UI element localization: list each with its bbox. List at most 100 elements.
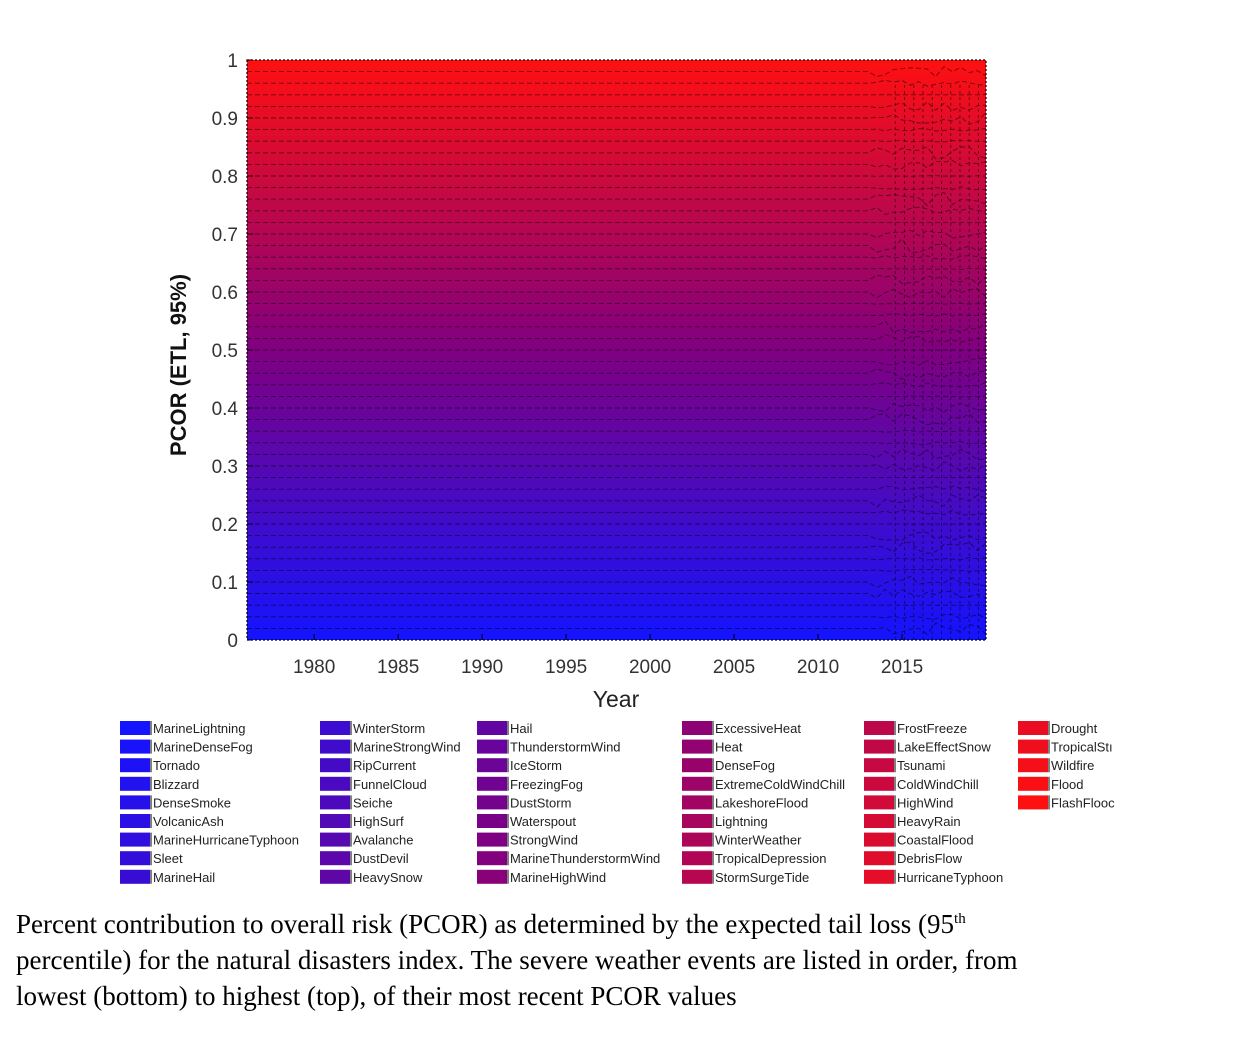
series-boundary-line bbox=[247, 267, 987, 270]
caption-superscript: th bbox=[954, 911, 966, 927]
x-tick-label: 2015 bbox=[881, 657, 923, 678]
legend-swatch bbox=[864, 776, 894, 791]
caption-line-3: lowest (bottom) to highest (top), of the… bbox=[16, 981, 737, 1011]
legend-label: StormSurgeTide bbox=[715, 870, 809, 885]
legend-label: Seiche bbox=[353, 795, 393, 810]
legend-swatch bbox=[864, 721, 894, 735]
legend-label: Sleet bbox=[153, 851, 183, 866]
y-tick-label: 0.2 bbox=[212, 515, 238, 536]
legend-label: FrostFreeze bbox=[897, 721, 967, 736]
legend-swatch bbox=[477, 869, 507, 884]
series-boundary-line bbox=[247, 146, 987, 160]
legend-label: ExtremeColdWindChill bbox=[715, 777, 845, 792]
legend-swatch bbox=[864, 814, 894, 828]
y-tick-label: 0.6 bbox=[212, 283, 238, 304]
legend-label: DenseSmoke bbox=[153, 795, 231, 810]
legend-swatch bbox=[864, 795, 894, 810]
caption-line-2: percentile) for the natural disasters in… bbox=[16, 945, 1018, 975]
y-tick-label: 0.7 bbox=[212, 225, 238, 246]
legend-swatch bbox=[682, 721, 712, 735]
legend-label: MarineHail bbox=[153, 870, 215, 885]
y-axis: 0 0.1 0.2 0.3 0.4 0.5 0.6 0.7 0.8 0.9 1 bbox=[212, 51, 253, 652]
legend-swatch bbox=[320, 832, 350, 847]
legend-label: DustDevil bbox=[353, 851, 409, 866]
legend-swatch bbox=[1018, 758, 1048, 773]
series-boundary-line bbox=[247, 557, 987, 561]
y-tick-label: 0.9 bbox=[212, 109, 238, 130]
legend-label: MarineStrongWind bbox=[353, 740, 461, 755]
series-boundary-line bbox=[247, 588, 987, 599]
y-tick-label: 1 bbox=[227, 51, 238, 72]
x-tick-label: 1990 bbox=[461, 657, 503, 678]
legend-label: HurricaneTyphoon bbox=[897, 870, 1003, 885]
legend-swatch bbox=[682, 869, 712, 884]
legend-label: MarineDenseFog bbox=[153, 740, 253, 755]
x-tick-label: 1985 bbox=[377, 657, 419, 678]
series-boundary-line bbox=[247, 485, 987, 493]
legend-swatch bbox=[864, 739, 894, 754]
legend-label: FunnelCloud bbox=[353, 777, 427, 792]
pcor-area-chart: 00.10.20.30.40.50.60.70.80.91 1980 1985 19… bbox=[120, 51, 1115, 885]
legend-label: Waterspout bbox=[510, 814, 576, 829]
series-boundary-line bbox=[247, 288, 987, 299]
legend-swatch bbox=[120, 869, 150, 884]
series-boundary-line bbox=[247, 430, 987, 433]
x-axis-title: Year bbox=[593, 686, 640, 712]
series-boundary-line bbox=[247, 568, 987, 572]
series-boundary-line bbox=[247, 613, 987, 620]
series-boundary-line bbox=[247, 461, 987, 472]
legend-swatch bbox=[682, 758, 712, 773]
legend-label: Wildfire bbox=[1051, 758, 1094, 773]
legend-swatch bbox=[477, 721, 507, 735]
legend-label: ColdWindChill bbox=[897, 777, 979, 792]
legend-label: ExcessiveHeat bbox=[715, 721, 801, 736]
legend-label: HighWind bbox=[897, 795, 953, 810]
legend-swatch bbox=[477, 814, 507, 828]
series-boundary-line bbox=[247, 206, 987, 215]
legend-label: Tornado bbox=[153, 758, 200, 773]
legend-swatch bbox=[320, 869, 350, 884]
series-boundary-line bbox=[247, 509, 987, 516]
legend-swatch bbox=[120, 851, 150, 866]
legend-label: HeavySnow bbox=[353, 870, 423, 885]
series-boundary-line bbox=[247, 395, 987, 398]
legend-swatch bbox=[682, 832, 712, 847]
legend-swatch bbox=[864, 832, 894, 847]
legend-swatch bbox=[477, 776, 507, 791]
legend-label: Tsunami bbox=[897, 758, 946, 773]
legend-label: MarineHighWind bbox=[510, 870, 606, 885]
y-tick-label: 0.4 bbox=[212, 399, 239, 420]
legend-label: Blizzard bbox=[153, 777, 199, 792]
legend-swatch bbox=[320, 721, 350, 735]
legend-label: LakeEffectSnow bbox=[897, 740, 991, 755]
legend-label: Hail bbox=[510, 721, 533, 736]
legend-swatch bbox=[120, 795, 150, 810]
series-boundary-line bbox=[247, 622, 987, 635]
legend-swatch bbox=[864, 851, 894, 866]
legend-swatch bbox=[320, 776, 350, 791]
legend-label: MarineThunderstormWind bbox=[510, 851, 660, 866]
legend-label: CoastalFlood bbox=[897, 833, 974, 848]
legend-label: Drought bbox=[1051, 721, 1098, 736]
series-boundary-line bbox=[247, 402, 987, 413]
legend-swatch bbox=[120, 758, 150, 773]
legend-swatch bbox=[120, 721, 150, 735]
series-boundary-line bbox=[247, 254, 987, 260]
legend-label: TropicalDepression bbox=[715, 851, 827, 866]
series-boundary-line bbox=[247, 357, 987, 366]
series-boundary-line bbox=[247, 229, 987, 239]
legend-swatch bbox=[864, 758, 894, 773]
legend-swatch bbox=[120, 832, 150, 847]
legend-label: Flood bbox=[1051, 777, 1084, 792]
legend-swatch bbox=[682, 814, 712, 828]
legend-label: DebrisFlow bbox=[897, 851, 963, 866]
legend-label: HeavyRain bbox=[897, 814, 961, 829]
legend-label: LakeshoreFlood bbox=[715, 795, 808, 810]
legend-label: Avalanche bbox=[353, 833, 413, 848]
legend-swatch bbox=[477, 739, 507, 754]
series-boundary-line bbox=[247, 79, 987, 87]
legend-label: Lightning bbox=[715, 814, 768, 829]
x-axis: 1980 1985 1990 1995 2000 2005 2010 2015 bbox=[293, 634, 923, 678]
y-tick-label: 0.3 bbox=[212, 457, 238, 478]
